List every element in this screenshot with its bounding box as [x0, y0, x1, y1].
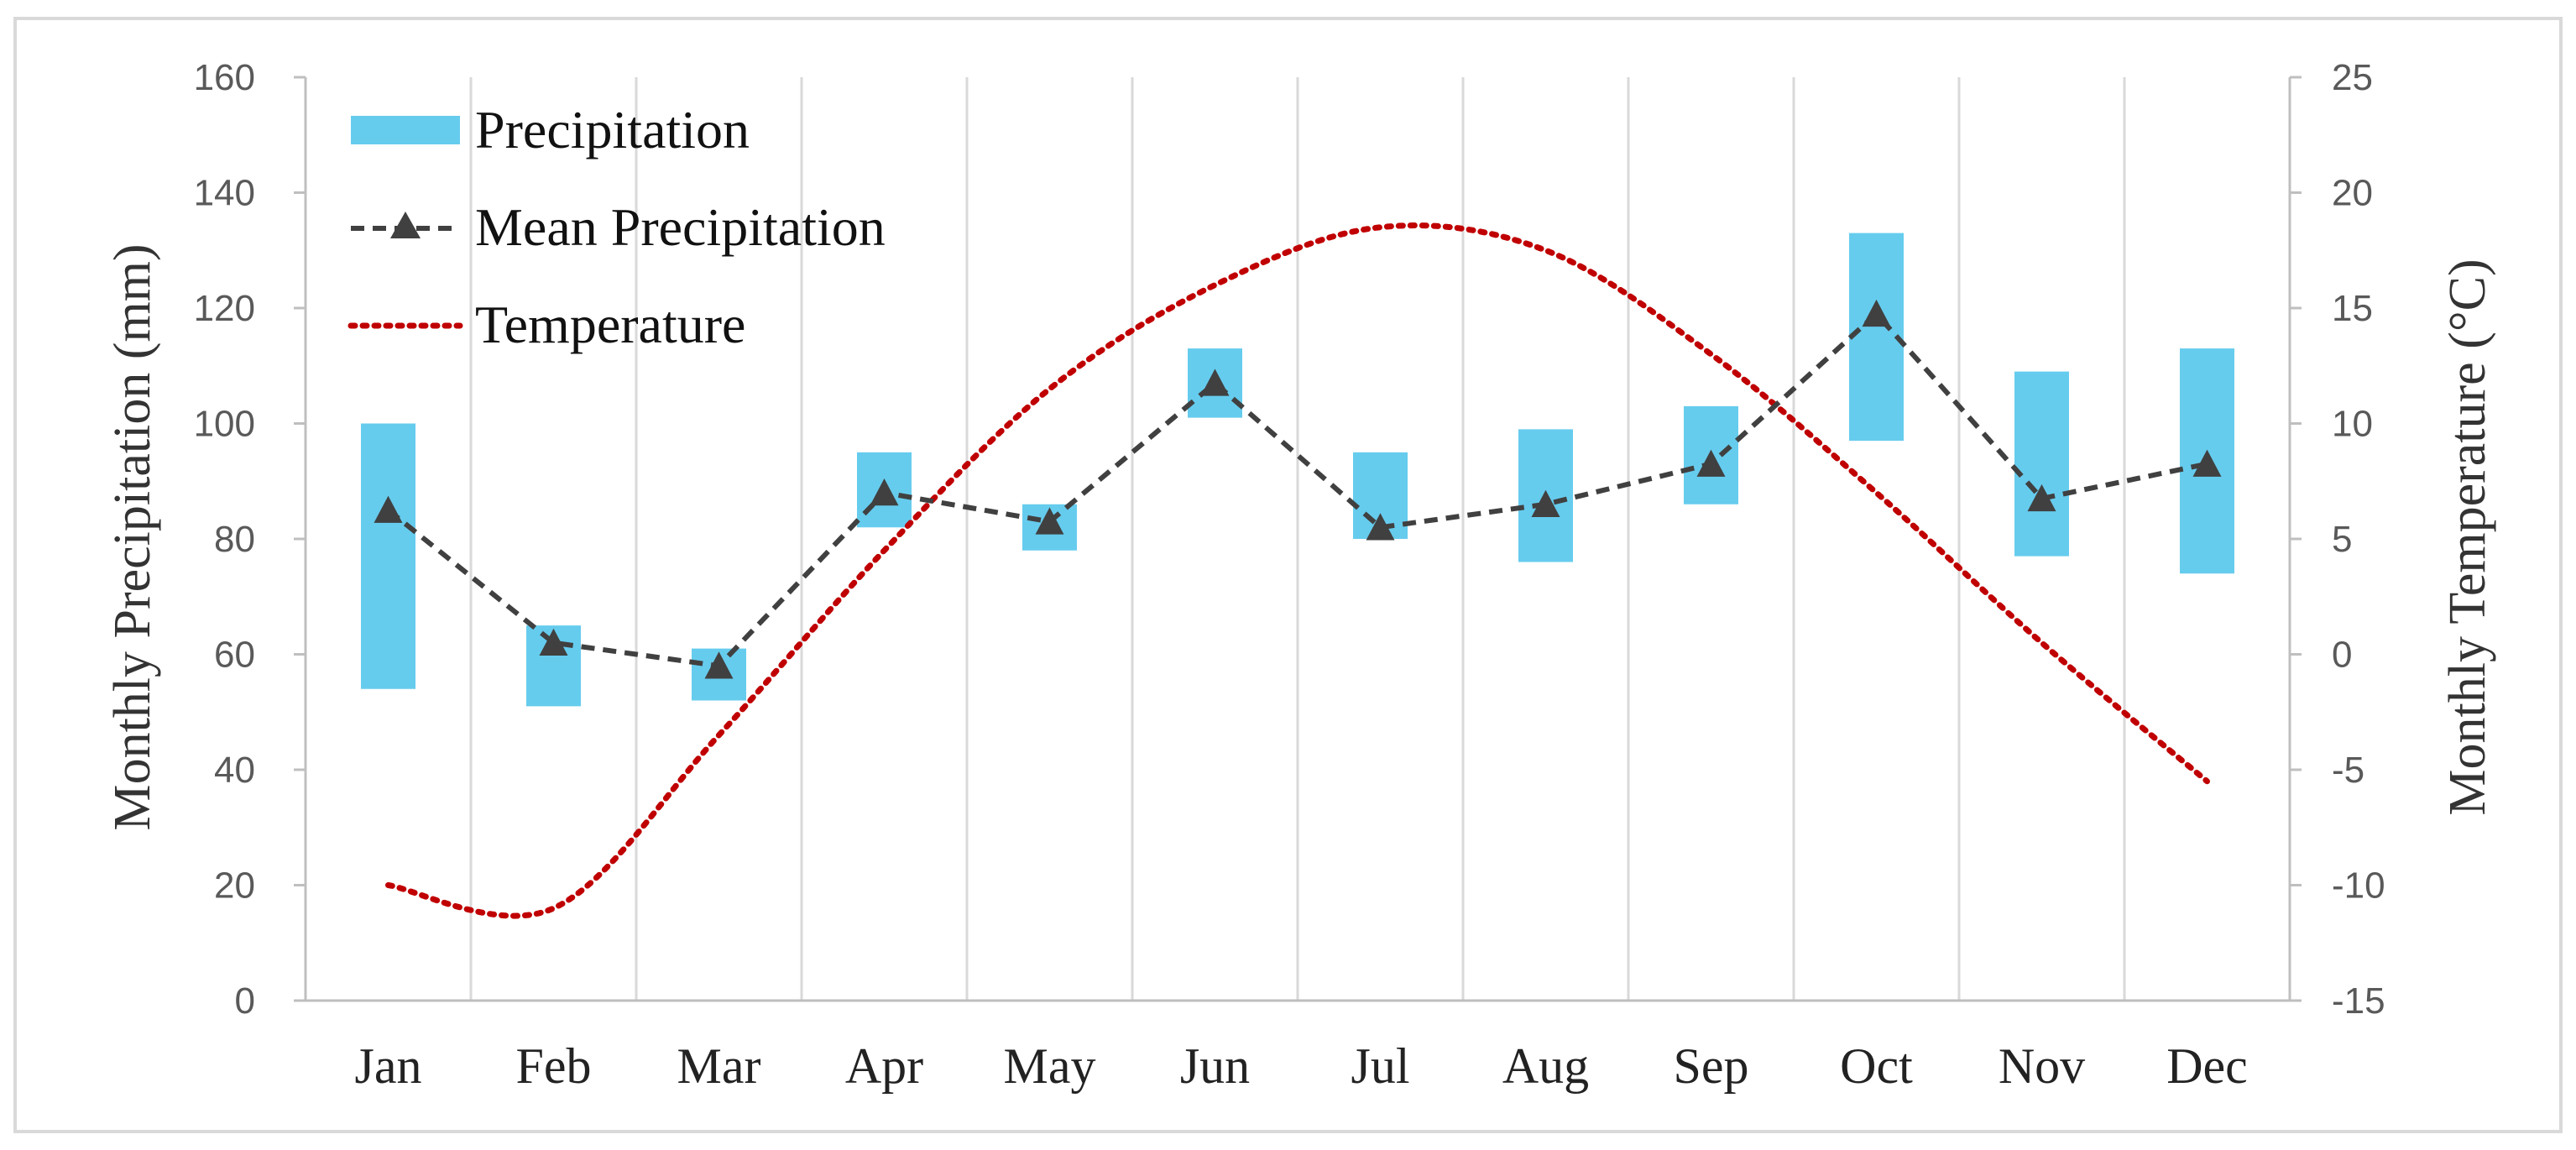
mean-precipitation-marker: [1035, 507, 1064, 535]
x-tick-label: May: [1004, 1038, 1096, 1094]
mean-precipitation-marker: [1696, 449, 1726, 477]
precipitation-bar: [1848, 233, 1905, 442]
legend: Precipitation Mean Precipitation Tempera…: [347, 100, 886, 354]
x-tick-label: Apr: [845, 1038, 923, 1094]
y2-tick-label: 0: [2332, 635, 2352, 676]
grid-lines: [469, 77, 2126, 1001]
tick-labels: 0 20 40 60 80 100 120 140 160 -15 -10 -5 0 5 10 15 20 25 J…: [194, 57, 2385, 1094]
y-tick-label: 0: [235, 980, 255, 1022]
y-tick-label: 60: [214, 635, 255, 676]
x-tick-label: Dec: [2166, 1038, 2248, 1094]
x-tick-label: Sep: [1674, 1038, 1749, 1094]
x-tick-label: Jan: [355, 1038, 422, 1094]
y-tick-label: 40: [214, 750, 255, 791]
precipitation-bar: [360, 423, 416, 689]
mean-precipitation-series: [374, 299, 2222, 679]
mean-precipitation-marker: [704, 651, 734, 679]
axes: [294, 76, 2302, 1002]
mean-precipitation-marker: [1366, 513, 1395, 541]
y2-tick-label: 25: [2332, 57, 2373, 98]
y2-tick-label: 10: [2332, 404, 2373, 445]
mean-precipitation-marker: [1200, 369, 1230, 396]
x-tick-label: Nov: [1999, 1038, 2085, 1094]
y2-tick-label: -5: [2332, 750, 2364, 791]
mean-precipitation-marker: [870, 478, 899, 506]
x-tick-label: Aug: [1502, 1038, 1589, 1094]
y2-tick-label: 20: [2332, 173, 2373, 214]
legend-label-precipitation: Precipitation: [475, 100, 750, 159]
temperature-line: [385, 222, 2210, 919]
x-tick-label: Jul: [1351, 1038, 1409, 1094]
y2-tick-label: -10: [2332, 865, 2385, 907]
y-axis-title: Monthly Precipitation (mm): [104, 243, 161, 830]
y2-tick-label: 15: [2332, 288, 2373, 329]
y2-tick-label: -15: [2332, 980, 2385, 1022]
y-tick-label: 20: [214, 865, 255, 907]
mean-precipitation-marker: [1531, 489, 1560, 518]
x-tick-label: Feb: [516, 1038, 592, 1094]
mean-precipitation-line: [386, 310, 2208, 669]
x-tick-label: Jun: [1180, 1038, 1250, 1094]
chart-frame: [13, 17, 2563, 1133]
temperature-series: [385, 222, 2210, 919]
mean-precipitation-marker: [2027, 484, 2056, 512]
mean-precipitation-marker: [2192, 449, 2222, 477]
mean-precipitation-marker: [374, 495, 403, 523]
y-tick-label: 140: [194, 173, 255, 214]
precipitation-bar: [2014, 371, 2070, 557]
y-tick-label: 120: [194, 288, 255, 329]
y2-tick-label: 5: [2332, 519, 2352, 560]
legend-swatch-precipitation: [351, 116, 460, 144]
mean-precipitation-marker: [539, 628, 568, 656]
legend-label-temperature: Temperature: [475, 295, 745, 354]
legend-label-mean-precipitation: Mean Precipitation: [475, 197, 886, 257]
x-tick-label: Oct: [1840, 1038, 1913, 1094]
y-tick-label: 100: [194, 404, 255, 445]
x-tick-label: Mar: [677, 1038, 761, 1094]
y-tick-label: 160: [194, 57, 255, 98]
y2-axis-title: Monthly Temperature (°C): [2439, 259, 2496, 815]
mean-precipitation-marker: [1862, 299, 1891, 327]
y-tick-label: 80: [214, 519, 255, 560]
legend-marker-mean-precipitation: [390, 212, 421, 238]
